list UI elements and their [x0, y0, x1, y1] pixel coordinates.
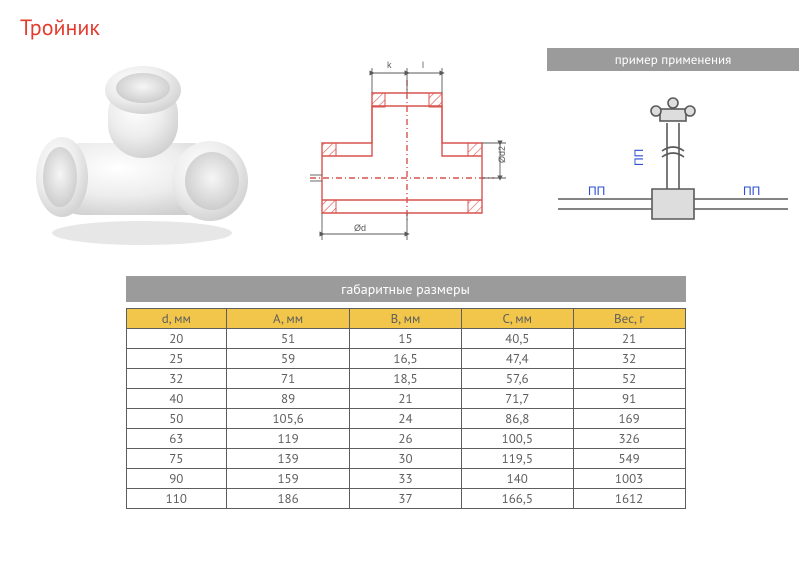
- example-svg: ПП ПП ПП: [547, 81, 799, 241]
- table-row: 327118,557,652: [126, 369, 685, 389]
- table-row: 50105,62486,8169: [126, 409, 685, 429]
- table-row: 7513930119,5549: [126, 449, 685, 469]
- pp-label-left: ПП: [588, 184, 605, 198]
- col-4: Вес, г: [573, 309, 685, 329]
- pp-label-right: ПП: [743, 184, 760, 198]
- product-photo: [12, 48, 282, 258]
- table-row: 6311926100,5326: [126, 429, 685, 449]
- dim-d2: Ød2: [497, 146, 507, 163]
- table-row: 255916,547,432: [126, 349, 685, 369]
- table-row: 11018637166,51612: [126, 489, 685, 509]
- table-row: 40892171,791: [126, 389, 685, 409]
- dim-l: l: [422, 60, 424, 70]
- example-banner: пример применения: [547, 48, 799, 71]
- col-1: A, мм: [227, 309, 350, 329]
- example-panel: пример применения ПП ПП: [547, 48, 799, 246]
- tech-drawing: k l Ød Ød2: [292, 48, 537, 258]
- dimensions-table: d, ммA, ммB, ммC, ммВес, г 20511540,5212…: [126, 308, 686, 509]
- figure-row: k l Ød Ød2 пример применения: [12, 48, 799, 258]
- col-3: C, мм: [461, 309, 573, 329]
- size-banner: габаритные размеры: [126, 276, 686, 302]
- col-0: d, мм: [126, 309, 227, 329]
- product-photo-svg: [12, 48, 282, 258]
- col-2: B, мм: [350, 309, 462, 329]
- table-row: 90159331401003: [126, 469, 685, 489]
- table-row: 20511540,521: [126, 329, 685, 349]
- dim-k: k: [387, 60, 392, 70]
- page-title: Тройник: [20, 14, 799, 42]
- pp-label-up: ПП: [632, 149, 646, 166]
- dim-d: Ød: [354, 223, 366, 233]
- tech-drawing-svg: k l Ød Ød2: [292, 48, 537, 258]
